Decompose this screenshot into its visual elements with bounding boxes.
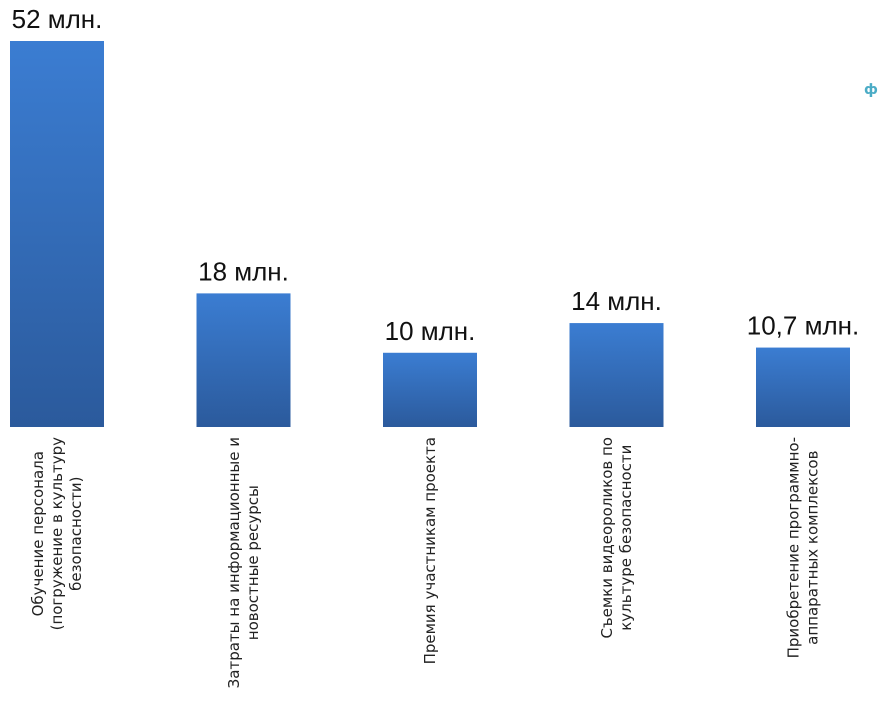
value-label-1: 52 млн. xyxy=(12,4,103,34)
category-label-line: безопасности) xyxy=(67,476,85,590)
category-label-line: новостные ресурсы xyxy=(244,485,262,640)
value-label-3: 10 млн. xyxy=(385,316,476,346)
value-label-5: 10,7 млн. xyxy=(747,311,859,341)
bar-3 xyxy=(383,352,477,427)
category-label-line: аппаратных комплексов xyxy=(804,451,822,645)
category-label-4: Съемки видеороликов по культуре безопасно… xyxy=(598,437,635,638)
bars-group xyxy=(10,41,850,427)
clipped-text-fragment: ф xyxy=(864,82,878,98)
bar-2 xyxy=(196,293,291,427)
value-label-2: 18 млн. xyxy=(198,256,289,286)
bar-1 xyxy=(10,41,104,427)
category-labels-group: Обучение персонала (погружение в культуру… xyxy=(29,437,822,688)
value-label-4: 14 млн. xyxy=(571,286,662,316)
category-label-5: Приобретение программно-аппаратных компл… xyxy=(785,437,822,658)
value-labels-group: 52 млн. 18 млн. 10 млн. 14 млн. 10,7 млн. xyxy=(12,4,860,346)
category-label-line: Затраты на информационные и xyxy=(225,437,243,688)
category-label-3: Премия участникам проекта xyxy=(421,437,439,664)
category-label-line: Обучение персонала xyxy=(29,451,47,616)
bar-5 xyxy=(756,347,850,427)
category-label-line: (погружение в культуру xyxy=(48,437,66,631)
category-label-line: Съемки видеороликов по xyxy=(598,437,616,638)
category-label-line: Премия участникам проекта xyxy=(421,437,439,664)
category-label-2: Затраты на информационные и новостные рес… xyxy=(225,437,262,688)
category-label-line: Приобретение программно- xyxy=(785,437,803,658)
category-label-1: Обучение персонала (погружение в культуру… xyxy=(29,437,85,631)
bar-4 xyxy=(569,323,664,427)
category-label-line: культуре безопасности xyxy=(617,445,635,631)
